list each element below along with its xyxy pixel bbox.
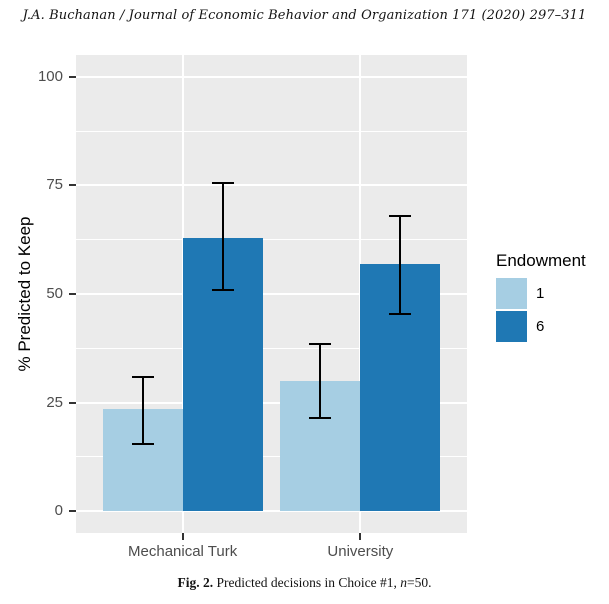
- figure-caption: Fig. 2. Predicted decisions in Choice #1…: [0, 575, 609, 591]
- error-bar-stem: [221, 183, 224, 290]
- y-tick-mark: [69, 75, 76, 78]
- legend-swatch-icon: [496, 311, 527, 342]
- minor-gridline: [76, 239, 467, 241]
- error-bar-stem: [319, 343, 322, 418]
- y-tick-label: 100: [37, 67, 63, 85]
- x-tick-mark: [181, 533, 184, 540]
- y-tick-mark: [69, 401, 76, 404]
- major-gridline: [76, 401, 467, 404]
- legend-swatch-icon: [496, 278, 527, 309]
- minor-gridline: [76, 347, 467, 349]
- error-bar-stem: [141, 376, 144, 444]
- caption-label: Fig. 2.: [177, 575, 214, 590]
- y-tick-label: 50: [46, 285, 63, 302]
- error-bar-cap-bottom: [211, 288, 234, 291]
- x-tick-mark: [359, 533, 362, 540]
- error-bar-cap-bottom: [389, 312, 412, 315]
- caption-suffix: =50.: [406, 575, 432, 590]
- legend-key-6: 6: [496, 311, 586, 342]
- y-tick-label: 25: [46, 393, 63, 411]
- plot-panel: [76, 55, 467, 533]
- journal-header: J.A. Buchanan / Journal of Economic Beha…: [22, 8, 587, 23]
- x-tick-label: University: [327, 543, 394, 560]
- y-tick-mark: [69, 293, 76, 295]
- error-bar-cap-bottom: [131, 442, 154, 445]
- y-tick-label: 75: [46, 176, 63, 194]
- major-gridline: [76, 184, 467, 187]
- minor-gridline: [76, 456, 467, 458]
- error-bar-cap-bottom: [309, 416, 332, 419]
- legend-title: Endowment: [496, 251, 586, 270]
- caption-text: Predicted decisions in Choice #1,: [213, 575, 401, 590]
- major-gridline: [76, 293, 467, 295]
- error-bar-stem: [399, 215, 402, 314]
- error-bar-cap-top: [309, 342, 332, 345]
- y-tick-mark: [69, 510, 76, 513]
- y-tick-label: 0: [54, 502, 63, 520]
- error-bar-cap-top: [211, 182, 234, 185]
- x-tick-label: Mechanical Turk: [128, 543, 238, 560]
- major-gridline: [76, 75, 467, 78]
- error-bar-cap-top: [131, 375, 154, 378]
- legend-key-1: 1: [496, 278, 586, 309]
- error-bar-cap-top: [389, 214, 412, 217]
- legend-key-label: 1: [536, 285, 545, 302]
- legend-key-label: 6: [536, 318, 545, 335]
- minor-gridline: [76, 130, 467, 132]
- y-tick-mark: [69, 184, 76, 187]
- caption-variable: n: [400, 575, 407, 590]
- major-gridline: [76, 510, 467, 513]
